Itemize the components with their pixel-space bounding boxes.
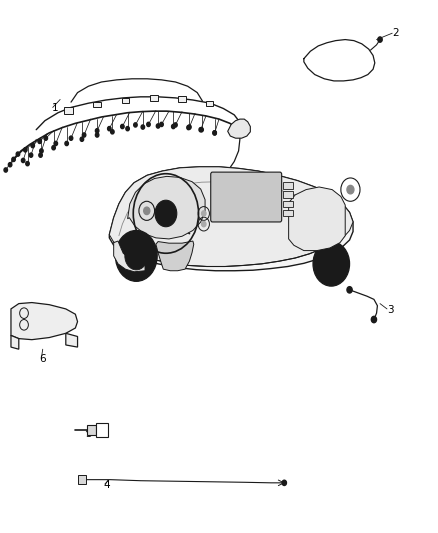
Circle shape [141, 125, 145, 129]
Polygon shape [66, 333, 78, 347]
Circle shape [40, 149, 43, 153]
Bar [205, 101, 213, 106]
Circle shape [378, 37, 382, 42]
Circle shape [187, 125, 190, 130]
Polygon shape [127, 176, 205, 239]
Polygon shape [114, 241, 145, 272]
Bar [283, 191, 293, 198]
Circle shape [347, 185, 354, 194]
Circle shape [39, 153, 42, 157]
Text: 1: 1 [51, 103, 58, 114]
Circle shape [44, 136, 47, 140]
Circle shape [160, 122, 163, 126]
Bar [78, 475, 86, 484]
Bar [283, 210, 293, 216]
Circle shape [95, 133, 99, 137]
Circle shape [201, 221, 206, 227]
Circle shape [134, 123, 137, 127]
Circle shape [24, 148, 27, 152]
Polygon shape [110, 167, 353, 266]
Circle shape [147, 122, 150, 126]
Circle shape [159, 206, 173, 221]
Circle shape [31, 143, 35, 148]
Text: 6: 6 [40, 354, 46, 364]
Circle shape [116, 230, 157, 281]
Circle shape [26, 161, 29, 166]
Circle shape [12, 157, 15, 161]
Polygon shape [110, 167, 353, 271]
Circle shape [174, 123, 177, 127]
Circle shape [16, 152, 20, 156]
Polygon shape [11, 335, 19, 349]
Circle shape [120, 124, 124, 128]
Circle shape [282, 480, 286, 486]
Circle shape [371, 317, 377, 322]
Circle shape [108, 126, 111, 131]
Circle shape [200, 127, 203, 132]
Polygon shape [11, 303, 78, 340]
Circle shape [4, 168, 7, 172]
Circle shape [8, 163, 12, 167]
Circle shape [52, 146, 55, 150]
Text: 2: 2 [392, 28, 399, 38]
Bar [93, 102, 101, 108]
Circle shape [111, 130, 114, 134]
Circle shape [321, 252, 341, 276]
Circle shape [126, 126, 129, 131]
Bar [87, 424, 96, 435]
Text: 5: 5 [85, 429, 92, 439]
Circle shape [125, 242, 148, 270]
FancyBboxPatch shape [211, 172, 282, 222]
Bar [283, 182, 293, 189]
Circle shape [38, 139, 42, 143]
Circle shape [54, 141, 57, 146]
Text: 3: 3 [387, 305, 394, 315]
Bar [64, 108, 73, 114]
Circle shape [313, 241, 350, 286]
Bar [178, 96, 186, 102]
Polygon shape [228, 119, 251, 138]
Circle shape [156, 124, 160, 128]
Circle shape [213, 131, 216, 135]
Circle shape [65, 141, 68, 146]
Bar [150, 95, 158, 101]
Circle shape [201, 211, 206, 216]
Bar [283, 201, 293, 207]
Polygon shape [156, 241, 194, 271]
Circle shape [29, 153, 33, 157]
Circle shape [82, 133, 86, 137]
Circle shape [144, 207, 150, 215]
Circle shape [69, 136, 73, 140]
Circle shape [21, 158, 25, 163]
Text: 4: 4 [104, 480, 110, 490]
Bar [121, 98, 129, 103]
Circle shape [172, 124, 175, 128]
Circle shape [213, 131, 216, 135]
Polygon shape [289, 187, 345, 251]
Circle shape [155, 200, 177, 227]
Circle shape [80, 137, 84, 141]
Bar [96, 423, 109, 437]
Circle shape [187, 125, 191, 129]
Circle shape [347, 287, 352, 293]
Circle shape [95, 128, 99, 133]
Circle shape [199, 127, 202, 132]
